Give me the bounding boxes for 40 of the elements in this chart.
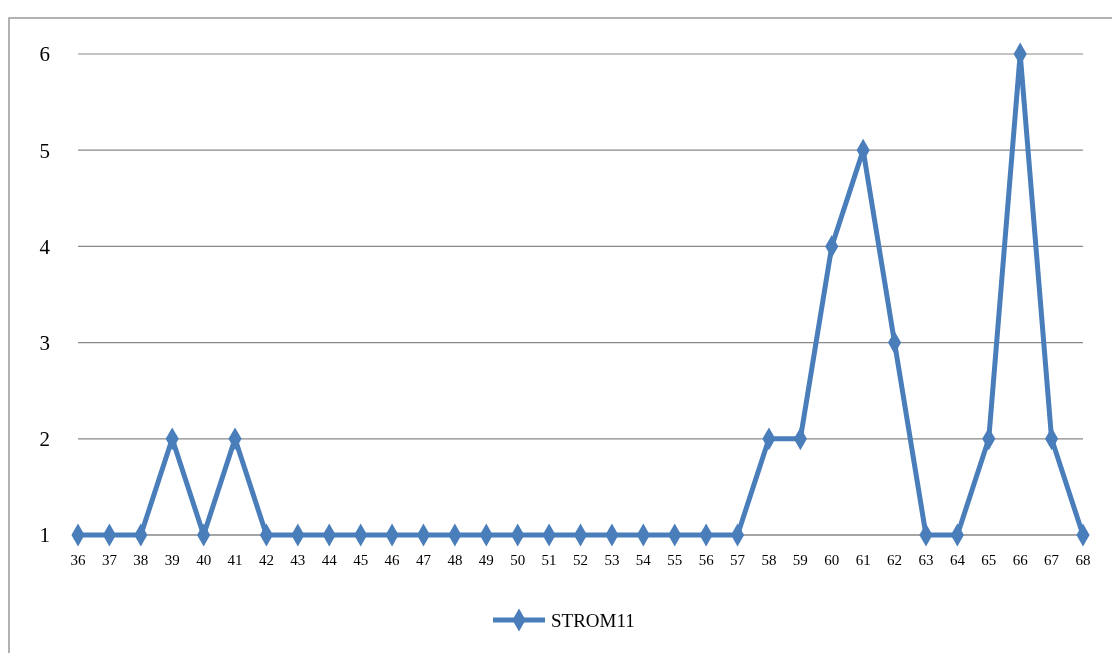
x-tick-label: 55 xyxy=(667,552,683,568)
x-tick-label: 45 xyxy=(353,552,369,568)
x-tick-label: 54 xyxy=(635,552,652,568)
y-tick-label: 5 xyxy=(39,138,50,163)
x-tick-label: 60 xyxy=(824,552,840,568)
x-tick-label: 37 xyxy=(101,552,118,568)
x-tick-label: 50 xyxy=(510,552,526,568)
x-tick-label: 39 xyxy=(164,552,180,568)
y-tick-label: 6 xyxy=(39,42,50,67)
x-tick-label: 65 xyxy=(981,552,997,568)
x-tick-label: 58 xyxy=(761,552,777,568)
x-tick-label: 66 xyxy=(1012,552,1029,568)
x-tick-label: 44 xyxy=(321,552,338,568)
x-tick-label: 48 xyxy=(447,552,463,568)
x-tick-label: 57 xyxy=(730,552,746,568)
x-tick-label: 53 xyxy=(604,552,620,568)
legend-label: STROM11 xyxy=(551,609,635,631)
x-tick-label: 68 xyxy=(1075,552,1091,568)
x-tick-label: 67 xyxy=(1044,552,1060,568)
x-tick-label: 51 xyxy=(541,552,557,568)
x-tick-label: 64 xyxy=(949,552,966,568)
x-tick-label: 63 xyxy=(918,552,934,568)
y-tick-label: 2 xyxy=(39,427,50,452)
y-tick-label: 4 xyxy=(39,234,51,259)
x-tick-label: 61 xyxy=(855,552,871,568)
x-tick-label: 41 xyxy=(227,552,243,568)
y-tick-label: 3 xyxy=(39,330,50,355)
x-tick-label: 59 xyxy=(792,552,808,568)
x-tick-label: 46 xyxy=(384,552,401,568)
x-tick-label: 36 xyxy=(70,552,86,568)
x-tick-label: 40 xyxy=(196,552,212,568)
x-tick-label: 47 xyxy=(415,552,432,568)
x-tick-label: 49 xyxy=(478,552,494,568)
x-tick-label: 52 xyxy=(573,552,588,568)
x-tick-label: 62 xyxy=(887,552,903,568)
x-tick-label: 56 xyxy=(698,552,715,568)
y-tick-label: 1 xyxy=(39,523,50,548)
x-tick-label: 42 xyxy=(258,552,274,568)
x-tick-label: 38 xyxy=(133,552,149,568)
x-tick-label: 43 xyxy=(290,552,306,568)
